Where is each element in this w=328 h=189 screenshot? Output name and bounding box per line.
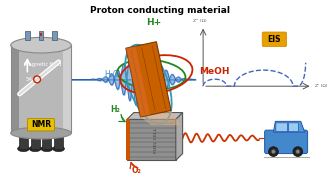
Polygon shape	[140, 111, 181, 125]
Text: Proton conducting material: Proton conducting material	[90, 6, 230, 15]
Text: Magnetic field: Magnetic field	[24, 62, 62, 67]
Ellipse shape	[11, 37, 71, 53]
Bar	[40, 33, 43, 36]
Bar	[31, 133, 40, 149]
Ellipse shape	[296, 150, 300, 154]
Ellipse shape	[272, 150, 276, 154]
Polygon shape	[126, 46, 150, 117]
Ellipse shape	[53, 146, 64, 152]
Ellipse shape	[29, 146, 41, 152]
Bar	[11, 45, 19, 133]
Polygon shape	[274, 121, 305, 132]
Text: MeOH: MeOH	[199, 67, 230, 76]
Bar	[39, 31, 43, 40]
Ellipse shape	[269, 147, 278, 156]
Bar	[127, 119, 176, 160]
Bar	[64, 45, 71, 133]
Text: H+: H+	[146, 18, 161, 27]
Ellipse shape	[41, 146, 53, 152]
Polygon shape	[176, 113, 183, 160]
Text: EIS: EIS	[268, 35, 281, 44]
Polygon shape	[127, 113, 183, 119]
Bar	[11, 45, 71, 133]
FancyBboxPatch shape	[28, 119, 54, 131]
Polygon shape	[126, 42, 171, 117]
Ellipse shape	[11, 127, 71, 139]
Bar	[54, 133, 63, 149]
Ellipse shape	[293, 147, 303, 156]
Text: 54.7°: 54.7°	[26, 77, 41, 82]
Bar	[43, 133, 51, 149]
Text: Z' (Ω): Z' (Ω)	[316, 84, 328, 88]
FancyBboxPatch shape	[265, 130, 308, 154]
Text: H₂: H₂	[110, 105, 120, 114]
Bar	[19, 133, 28, 149]
Bar	[11, 45, 71, 133]
Text: Z'' (Ω): Z'' (Ω)	[194, 19, 207, 23]
FancyBboxPatch shape	[289, 123, 298, 132]
Bar	[126, 119, 130, 160]
Ellipse shape	[18, 146, 29, 152]
Bar	[25, 31, 30, 40]
Text: H₂O: H₂O	[104, 70, 119, 79]
Bar	[52, 31, 57, 40]
Text: NMR: NMR	[31, 120, 51, 129]
Text: O₂: O₂	[132, 166, 142, 175]
Text: FUEL CELL: FUEL CELL	[154, 127, 158, 153]
FancyBboxPatch shape	[262, 32, 287, 47]
FancyBboxPatch shape	[276, 123, 288, 132]
